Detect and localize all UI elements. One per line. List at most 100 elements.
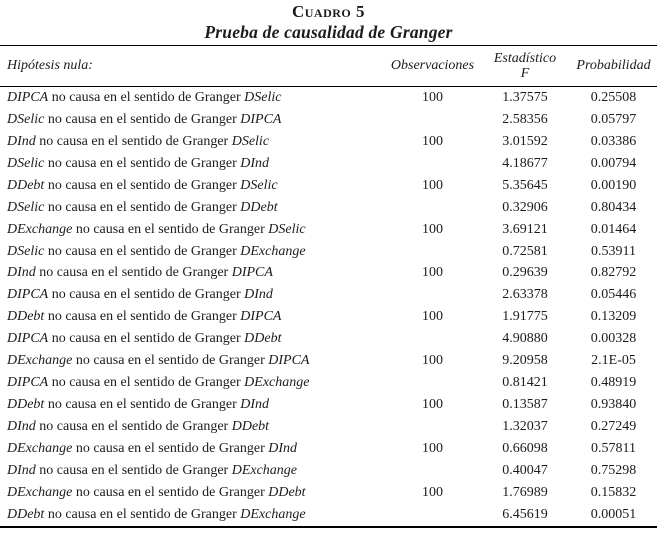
hypothesis-cell: DDebt no causa en el sentido de Granger … [0,504,385,527]
observations-cell: 100 [422,309,443,325]
hypothesis-cause-variable: DInd [7,265,36,281]
hypothesis-phrase: no causa en el sentido de Granger [35,462,232,478]
hypothesis-cell: DExchange no causa en el sentido de Gran… [0,219,385,241]
table-body: DIPCA no causa en el sentido de Granger … [0,87,657,527]
observations-cell: 100 [422,265,443,281]
f-statistic-cell: 1.76989 [502,484,548,500]
header-row: Hipótesis nula: Observaciones Estadístic… [0,45,657,87]
probability-cell: 0.01464 [590,221,637,237]
column-header-observations: Observaciones [385,45,480,87]
f-statistic-cell: 0.66098 [502,440,548,456]
f-statistic-cell: 3.69121 [502,221,548,237]
probability-cell: 0.00328 [590,331,637,347]
observations-cell [385,372,480,394]
hypothesis-phrase: no causa en el sentido de Granger [35,419,232,435]
hypothesis-phrase: no causa en el sentido de Granger [44,199,241,215]
observations-cell: 100 [422,221,443,237]
hypothesis-effect-variable: DSelic [231,133,270,149]
table-row: DInd no causa en el sentido de Granger D… [0,416,657,438]
hypothesis-cause-variable: DDebt [7,506,45,522]
table-subtitle: Prueba de causalidad de Granger [204,22,453,42]
probability-cell: 0.82792 [590,265,637,281]
hypothesis-phrase: no causa en el sentido de Granger [44,155,241,171]
observations-cell: 100 [422,89,443,105]
probability-cell: 0.05446 [590,287,637,303]
observations-cell [385,197,480,219]
hypothesis-cell: DInd no causa en el sentido de Granger D… [0,263,385,285]
table-row: DIPCA no causa en el sentido de Granger … [0,328,657,350]
probability-cell: 0.75298 [590,462,637,478]
hypothesis-effect-variable: DSelic [240,177,278,193]
table-header: Hipótesis nula: Observaciones Estadístic… [0,45,657,87]
hypothesis-phrase: no causa en el sentido de Granger [35,265,232,281]
hypothesis-phrase: no causa en el sentido de Granger [48,331,245,347]
table-row: DDebt no causa en el sentido de Granger … [0,504,657,527]
hypothesis-cause-variable: DDebt [7,309,45,325]
hypothesis-effect-variable: DDebt [244,331,282,347]
hypothesis-phrase: no causa en el sentido de Granger [44,309,241,325]
f-statistic-cell: 5.35645 [502,177,548,193]
hypothesis-effect-variable: DDebt [240,199,278,215]
f-statistic-cell: 2.63378 [502,287,548,303]
f-statistic-cell: 0.72581 [502,243,548,259]
hypothesis-cause-variable: DInd [7,419,36,435]
observations-cell [385,284,480,306]
f-statistic-cell: 0.40047 [502,462,548,478]
hypothesis-cause-variable: DInd [7,133,36,149]
hypothesis-effect-variable: DInd [240,155,270,171]
f-statistic-cell: 3.01592 [502,133,548,149]
hypothesis-effect-variable: DIPCA [240,111,282,127]
probability-cell: 0.05797 [590,111,637,127]
hypothesis-phrase: no causa en el sentido de Granger [72,484,269,500]
probability-cell: 0.93840 [590,397,637,413]
table-row: DExchange no causa en el sentido de Gran… [0,219,657,241]
hypothesis-effect-variable: DInd [244,287,273,303]
hypothesis-phrase: no causa en el sentido de Granger [44,177,241,193]
table-row: DSelic no causa en el sentido de Granger… [0,197,657,219]
f-statistic-cell: 9.20958 [502,353,548,369]
table-row: DInd no causa en el sentido de Granger D… [0,131,657,153]
hypothesis-cell: DSelic no causa en el sentido de Granger… [0,153,385,175]
table-row: DInd no causa en el sentido de Granger D… [0,460,657,482]
probability-cell: 0.48919 [590,375,637,391]
hypothesis-phrase: no causa en el sentido de Granger [72,440,269,456]
f-statistic-cell: 1.37575 [502,89,548,105]
hypothesis-cause-variable: DDebt [7,177,45,193]
probability-cell: 0.25508 [590,89,637,105]
f-statistic-cell: 4.90880 [502,331,548,347]
hypothesis-cell: DIPCA no causa en el sentido de Granger … [0,372,385,394]
hypothesis-cause-variable: DSelic [7,111,45,127]
probability-cell: 0.00051 [590,506,637,522]
granger-causality-table: Hipótesis nula: Observaciones Estadístic… [0,45,657,528]
observations-cell: 100 [422,353,443,369]
hypothesis-effect-variable: DExchange [231,462,298,478]
probability-cell: 0.13209 [590,309,637,325]
hypothesis-effect-variable: DInd [268,440,298,456]
f-statistic-cell: 0.81421 [502,375,548,391]
hypothesis-phrase: no causa en el sentido de Granger [44,506,241,522]
column-header-f-statistic: Estadístico F [480,45,570,87]
probability-cell: 0.15832 [590,484,637,500]
hypothesis-effect-variable: DDebt [268,484,306,500]
hypothesis-phrase: no causa en el sentido de Granger [48,287,245,303]
probability-cell: 0.00190 [590,177,637,193]
hypothesis-effect-variable: DSelic [244,89,282,105]
hypothesis-phrase: no causa en el sentido de Granger [44,111,241,127]
hypothesis-effect-variable: DIPCA [231,265,273,281]
table-row: DSelic no causa en el sentido de Granger… [0,109,657,131]
hypothesis-phrase: no causa en el sentido de Granger [44,397,241,413]
hypothesis-cause-variable: DIPCA [7,287,49,303]
hypothesis-cause-variable: DExchange [7,484,73,500]
hypothesis-phrase: no causa en el sentido de Granger [72,221,269,237]
table-title-block: Cuadro 5 Prueba de causalidad de Granger [0,0,657,43]
hypothesis-cause-variable: DIPCA [7,375,49,391]
probability-cell: 2.1E-05 [591,353,636,369]
hypothesis-effect-variable: DIPCA [240,309,282,325]
hypothesis-cell: DInd no causa en el sentido de Granger D… [0,131,385,153]
probability-cell: 0.03386 [590,133,637,149]
hypothesis-phrase: no causa en el sentido de Granger [72,353,269,369]
table-row: DExchange no causa en el sentido de Gran… [0,438,657,460]
table-row: DSelic no causa en el sentido de Granger… [0,153,657,175]
table-row: DIPCA no causa en el sentido de Granger … [0,284,657,306]
f-statistic-cell: 0.32906 [502,199,548,215]
